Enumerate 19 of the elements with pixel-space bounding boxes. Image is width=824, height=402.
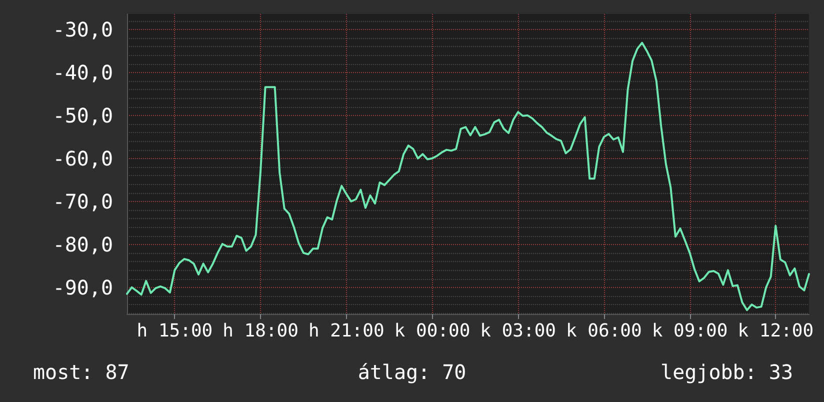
x-tick-label: k 12:00 xyxy=(738,320,814,342)
text: legjobb: 33 xyxy=(660,360,793,384)
x-tick-label: k 06:00 xyxy=(566,320,642,342)
text: átlag: 70 xyxy=(358,360,466,384)
y-tick-label: -90,0 xyxy=(52,275,113,300)
y-tick-label: -40,0 xyxy=(52,60,113,84)
y-tick-label: -50,0 xyxy=(52,103,113,128)
y-tick-label: -30,0 xyxy=(52,17,113,42)
x-tick-label: k 09:00 xyxy=(652,320,728,342)
y-tick-label: -80,0 xyxy=(52,232,113,256)
y-tick-label: -60,0 xyxy=(52,146,113,170)
x-tick-label: h 15:00 xyxy=(136,320,213,342)
x-tick-label: k 03:00 xyxy=(480,320,556,342)
x-tick-label: k 00:00 xyxy=(394,320,470,342)
y-tick-label: -70,0 xyxy=(52,189,113,214)
x-tick-label: h 21:00 xyxy=(308,320,384,342)
line-series xyxy=(126,42,810,312)
text: most: 87 xyxy=(33,360,130,384)
x-tick-label: h 18:00 xyxy=(222,320,298,342)
